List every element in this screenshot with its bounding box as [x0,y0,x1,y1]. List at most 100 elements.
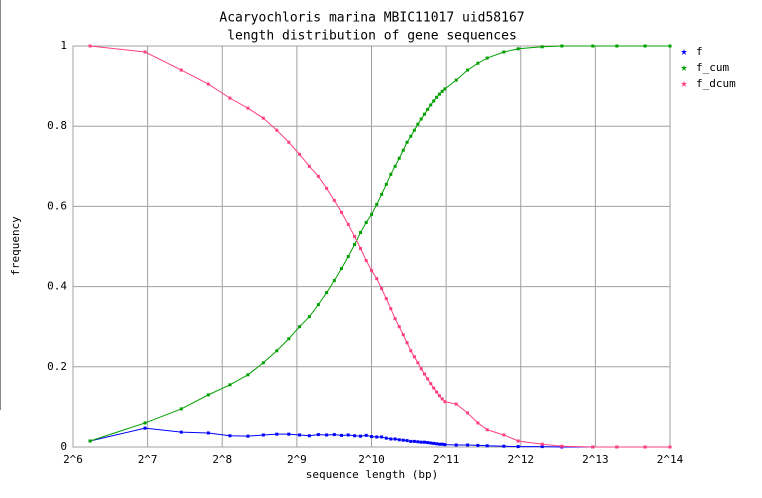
point-marker [437,92,441,96]
point-marker [393,437,397,441]
point-marker [476,443,480,447]
point-marker [401,438,405,442]
point-marker [307,434,311,438]
point-marker [409,349,413,353]
point-marker [340,433,344,437]
point-marker [375,277,379,281]
y-tick-label: 0.2 [47,360,67,373]
point-marker [429,103,433,107]
point-marker [340,267,344,271]
point-marker [380,192,384,196]
point-marker [426,441,430,445]
point-marker [416,361,420,365]
point-marker [393,164,397,168]
point-marker [643,44,647,48]
point-marker [346,433,350,437]
point-marker [422,440,426,444]
point-marker [375,435,379,439]
point-marker [401,148,405,152]
point-marker [287,337,291,341]
point-marker [466,443,470,447]
point-marker [516,445,520,449]
point-marker [340,210,344,214]
y-tick-label: 0.8 [47,119,67,132]
point-marker [316,433,320,437]
point-marker [228,96,232,100]
point-marker [246,434,250,438]
point-marker [325,291,329,295]
point-marker [591,44,595,48]
point-marker [412,439,416,443]
x-tick-label: 2^7 [138,453,158,466]
point-marker [615,44,619,48]
point-marker [228,434,232,438]
point-marker [454,78,458,82]
legend-label: f_dcum [696,77,736,90]
x-tick-label: 2^8 [212,453,232,466]
point-marker [325,186,329,190]
point-marker [380,287,384,291]
point-marker [275,128,279,132]
x-tick-label: 2^12 [508,453,535,466]
point-marker [440,397,444,401]
point-marker [370,212,374,216]
chart-title: Acaryochloris marina MBIC11017 uid58167 [219,11,524,26]
point-marker [485,56,489,60]
point-marker [246,373,250,377]
point-marker [409,439,413,443]
point-marker [359,434,363,438]
point-marker [443,400,447,404]
point-marker [332,433,336,437]
point-marker [437,394,441,398]
point-marker [454,443,458,447]
point-marker [359,230,363,234]
point-marker [435,390,439,394]
point-marker [416,122,420,126]
point-marker [432,386,436,390]
point-marker [143,421,147,425]
point-marker [261,116,265,120]
point-marker [206,431,210,435]
point-marker [179,430,183,434]
point-marker [353,242,357,246]
series-line [90,45,670,448]
point-marker [440,442,444,446]
point-marker [364,259,368,263]
point-marker [353,434,357,438]
point-marker [393,317,397,321]
point-marker [419,117,423,121]
point-marker [325,433,329,437]
x-tick-label: 2^6 [63,453,83,466]
point-marker [409,134,413,138]
point-marker [454,402,458,406]
x-tick-label: 2^14 [657,453,684,466]
point-marker [143,50,147,54]
point-marker [179,407,183,411]
point-marker [560,44,564,48]
point-marker [668,445,672,449]
x-tick-label: 2^11 [433,453,460,466]
point-marker [380,435,384,439]
point-marker [476,61,480,65]
point-marker [540,45,544,49]
point-marker [435,95,439,99]
series-line [89,45,670,442]
point-marker [143,426,147,430]
point-marker [429,382,433,386]
legend-marker [681,81,687,87]
point-marker [206,393,210,397]
point-marker [502,444,506,448]
point-marker [560,444,564,448]
point-marker [416,440,420,444]
point-marker [307,164,311,168]
point-marker [307,315,311,319]
point-marker [298,433,302,437]
point-marker [643,445,647,449]
point-marker [485,428,489,432]
point-marker [384,182,388,186]
point-marker [412,355,416,359]
legend-marker [681,65,687,71]
point-marker [88,44,92,48]
point-marker [426,377,430,381]
point-marker [384,297,388,301]
